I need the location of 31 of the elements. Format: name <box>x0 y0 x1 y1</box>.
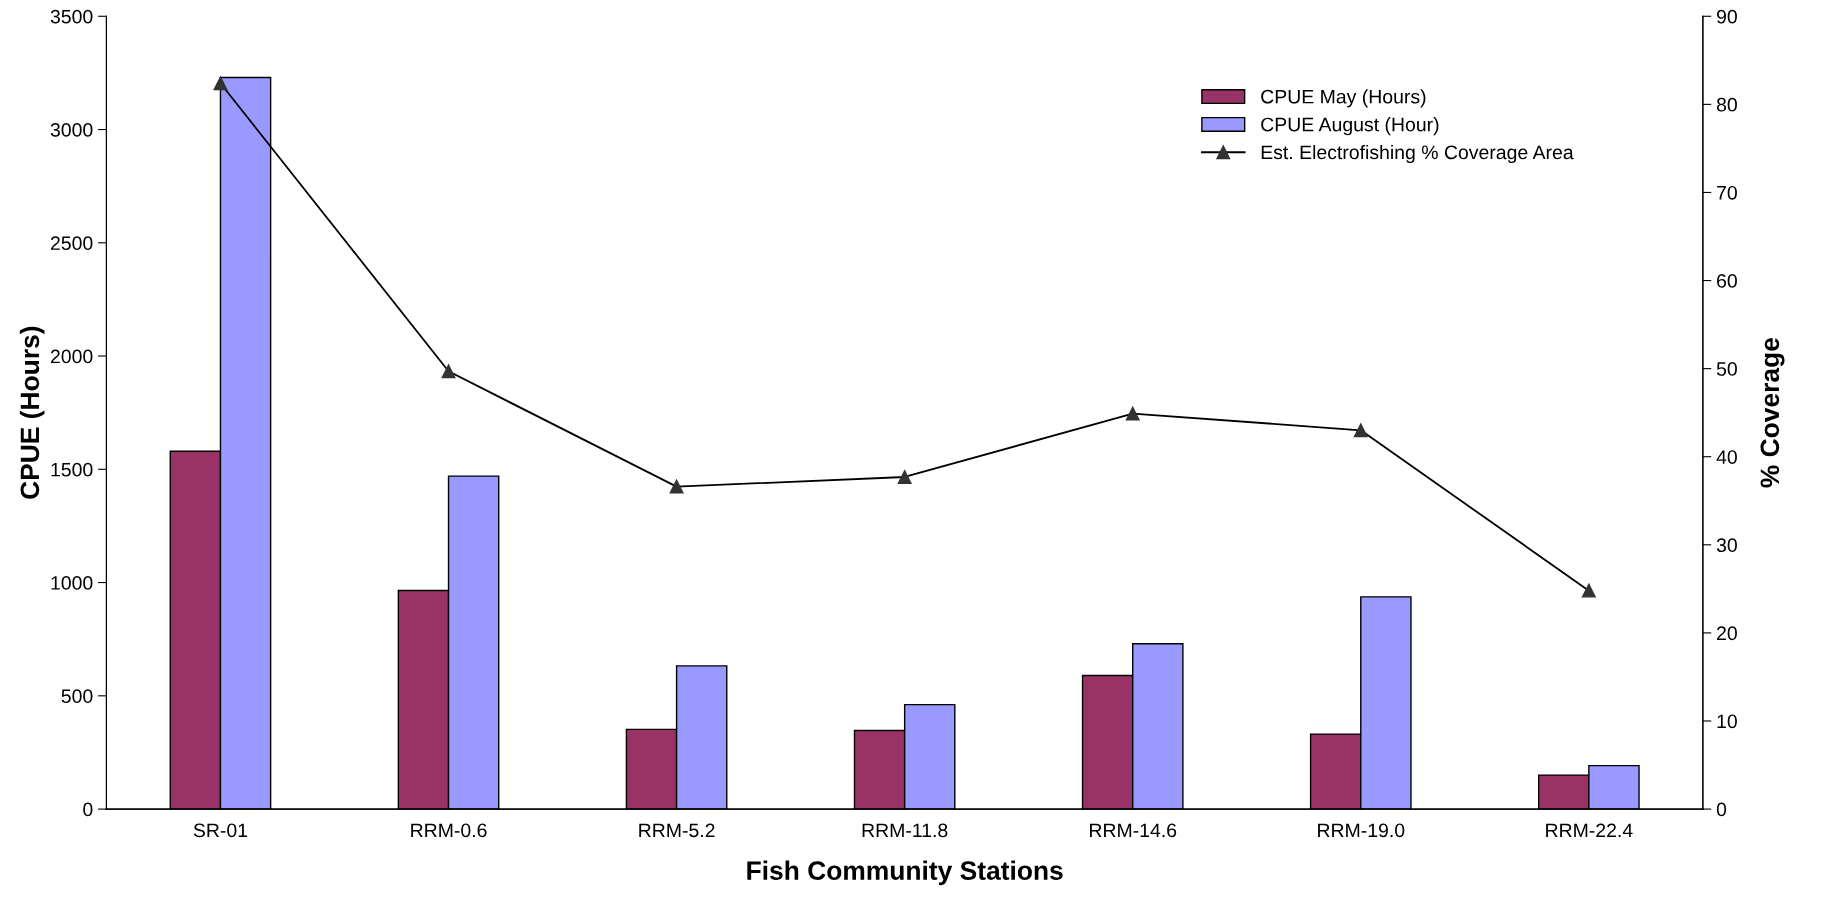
x-tick-label: RRM-5.2 <box>639 823 715 838</box>
y2-tick-label: 30 <box>1716 538 1737 553</box>
y-tick-label: 2500 <box>50 236 93 251</box>
y2-tick-label: 50 <box>1716 362 1737 376</box>
x-tick-label: SR-01 <box>193 823 248 838</box>
y2-tick-label: 20 <box>1717 626 1737 641</box>
y-tick-label: 500 <box>61 689 93 704</box>
y-tick-label: 1000 <box>51 576 93 590</box>
y-tick-label: 3000 <box>50 123 93 137</box>
x-tick-label: RRM-19.0 <box>1318 823 1405 838</box>
y2-tick-label: 80 <box>1716 97 1737 112</box>
y-tick-label: 1500 <box>51 462 93 477</box>
y-tick-label: 3500 <box>50 9 93 24</box>
y-axis-title: CPUE (Hours) <box>19 326 45 499</box>
legend-label: Est. Electrofishing % Coverage Area <box>1261 144 1574 164</box>
y2-tick-label: 0 <box>1716 802 1727 817</box>
y-tick-label: 0 <box>83 802 93 817</box>
legend-label: CPUE August (Hour) <box>1261 117 1439 136</box>
y2-tick-label: 90 <box>1716 9 1737 24</box>
y-tick-label: 2000 <box>50 349 93 364</box>
y2-tick-label: 40 <box>1716 450 1737 464</box>
legend-label: CPUE May (Hours) <box>1261 89 1426 108</box>
x-tick-label: RRM-14.6 <box>1090 823 1177 838</box>
y2-axis-title: % Coverage <box>1760 338 1785 488</box>
y2-tick-label: 70 <box>1717 185 1737 200</box>
x-axis-title: Fish Community Stations <box>747 860 1063 886</box>
x-tick-label: RRM-0.6 <box>411 823 487 838</box>
y2-tick-label: 10 <box>1717 714 1737 729</box>
y2-tick-label: 60 <box>1717 274 1737 288</box>
x-tick-label: RRM-22.4 <box>1546 823 1633 838</box>
x-tick-label: RRM-11.8 <box>862 823 948 838</box>
